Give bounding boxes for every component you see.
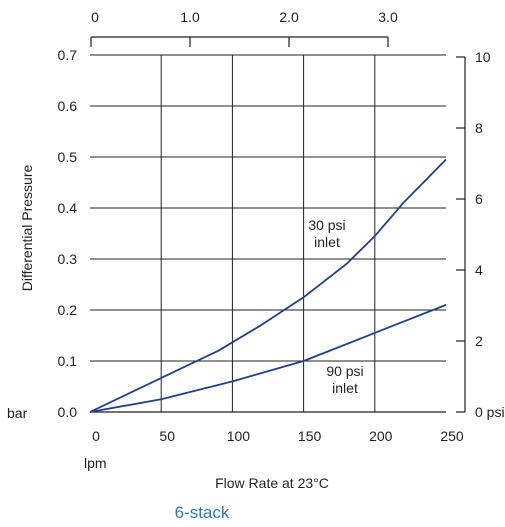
x-unit-label: lpm xyxy=(84,455,107,471)
series-lines xyxy=(89,158,447,413)
right-axis: 0 psi 2 4 6 8 10 xyxy=(456,49,505,420)
x-tick-label: 150 xyxy=(298,428,322,444)
y-tick-label: 0.1 xyxy=(58,353,78,369)
right-axis-tick-label: 2 xyxy=(475,333,483,349)
y-tick-label: 0.0 xyxy=(58,404,78,420)
top-axis-tick-label: 3.0 xyxy=(378,9,398,25)
top-axis: 0 1.0 2.0 3.0 xyxy=(90,9,398,47)
y-tick-label: 0.6 xyxy=(58,98,78,114)
y-axis-label: Differential Pressure xyxy=(19,165,35,292)
series-label: inlet xyxy=(332,380,358,396)
right-axis-tick-label: 0 psi xyxy=(475,404,505,420)
right-axis-tick-label: 6 xyxy=(475,191,483,207)
grid-lines xyxy=(90,54,446,412)
right-axis-tick-label: 8 xyxy=(475,120,483,136)
y-tick-label: 0.2 xyxy=(58,302,78,318)
x-tick-label: 100 xyxy=(227,428,251,444)
x-axis-label: Flow Rate at 23°C xyxy=(215,475,329,491)
series-line xyxy=(89,304,447,413)
x-tick-label: 200 xyxy=(369,428,393,444)
y-tick-label: 0.5 xyxy=(58,149,78,165)
x-tick-label: 50 xyxy=(159,428,175,444)
right-axis-tick-label: 10 xyxy=(475,49,491,65)
series-label: 30 psi xyxy=(308,217,345,233)
y-unit-label: bar xyxy=(7,405,28,421)
x-tick-label: 0 xyxy=(92,428,100,444)
top-axis-tick-label: 0 xyxy=(91,9,99,25)
series-label: 90 psi xyxy=(326,363,363,379)
y-tick-label: 0.7 xyxy=(58,47,78,63)
y-tick-label: 0.3 xyxy=(58,251,78,267)
top-axis-tick-label: 2.0 xyxy=(279,9,299,25)
x-tick-label: 250 xyxy=(440,428,464,444)
right-axis-tick-label: 4 xyxy=(475,262,483,278)
y-tick-label: 0.4 xyxy=(58,200,78,216)
top-axis-tick-label: 1.0 xyxy=(180,9,200,25)
chart-caption: 6-stack xyxy=(175,503,230,522)
x-tick-labels: 0 50 100 150 200 250 xyxy=(92,428,464,444)
series-line xyxy=(89,158,447,413)
series-label: inlet xyxy=(314,234,340,250)
y-tick-labels: 0.0 0.1 0.2 0.3 0.4 0.5 0.6 0.7 xyxy=(58,47,78,420)
